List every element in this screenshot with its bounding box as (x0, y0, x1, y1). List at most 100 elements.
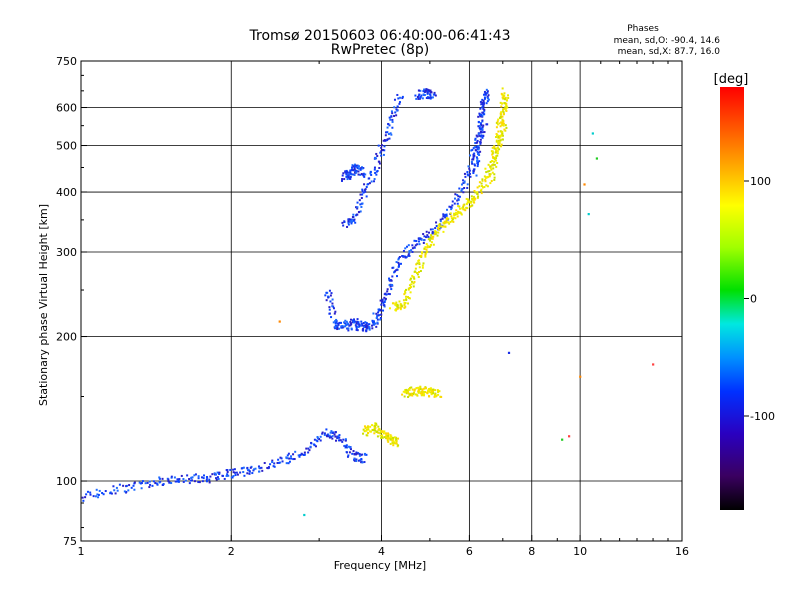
data-point (395, 442, 398, 445)
data-point (467, 199, 470, 202)
data-point (345, 451, 348, 454)
data-point (472, 153, 475, 156)
data-point (353, 166, 356, 169)
data-point (480, 182, 483, 185)
data-point (377, 425, 380, 428)
data-point (125, 490, 128, 493)
data-point (393, 270, 396, 273)
data-point (365, 326, 368, 329)
data-point (271, 461, 274, 464)
data-point (279, 461, 282, 464)
data-point (346, 225, 349, 228)
data-point (383, 430, 386, 433)
data-point (428, 90, 431, 93)
data-point (328, 289, 331, 292)
data-point (369, 425, 372, 428)
data-point (450, 219, 453, 222)
data-point (442, 225, 445, 228)
data-point (354, 320, 357, 323)
data-point (450, 208, 453, 211)
data-point (429, 89, 432, 92)
data-point (355, 451, 358, 454)
data-point (109, 492, 112, 495)
data-point (347, 329, 350, 332)
data-point (504, 129, 507, 132)
data-point (97, 496, 100, 499)
data-point (505, 126, 508, 129)
data-point (489, 166, 492, 169)
data-point (420, 254, 423, 257)
data-point (428, 231, 431, 234)
data-point (481, 131, 484, 134)
data-point (356, 201, 359, 204)
data-point (469, 201, 472, 204)
data-point (144, 482, 147, 485)
data-point (411, 394, 414, 397)
data-point (382, 304, 385, 307)
data-point (349, 169, 352, 172)
data-point (496, 152, 499, 155)
data-point (487, 98, 490, 101)
data-point (379, 318, 382, 321)
data-point (412, 282, 415, 285)
data-point (421, 390, 424, 393)
data-point (362, 172, 365, 175)
data-point (351, 164, 354, 167)
data-point (501, 119, 504, 122)
data-point (358, 459, 361, 462)
data-point (423, 93, 426, 96)
data-point (417, 276, 420, 279)
data-point (420, 392, 423, 395)
data-point (321, 431, 324, 434)
data-point (363, 425, 366, 428)
data-point (474, 191, 477, 194)
data-point (378, 162, 381, 165)
data-point (130, 486, 133, 489)
data-point (463, 208, 466, 211)
data-point (350, 222, 353, 225)
data-point (451, 218, 454, 221)
data-point (277, 461, 280, 464)
data-point (444, 213, 447, 216)
data-point (247, 468, 250, 471)
data-point (215, 477, 218, 480)
data-point (361, 324, 364, 327)
data-point (260, 466, 263, 469)
data-point (482, 124, 485, 127)
data-point (416, 262, 419, 265)
data-point (445, 217, 448, 220)
x-tick-label: 8 (528, 545, 535, 558)
data-point (365, 325, 368, 328)
data-point (396, 268, 399, 271)
data-point (441, 225, 444, 228)
data-point (404, 305, 407, 308)
data-point (435, 221, 438, 224)
data-point (355, 460, 358, 463)
data-point (470, 160, 473, 163)
data-point (348, 171, 351, 174)
data-point (407, 392, 410, 395)
data-point (340, 179, 343, 182)
data-point (225, 468, 228, 471)
data-point (180, 474, 183, 477)
data-point (396, 305, 399, 308)
data-point (345, 444, 348, 447)
data-point (155, 482, 158, 485)
data-point (385, 432, 388, 435)
data-point (345, 446, 348, 449)
data-point (491, 150, 494, 153)
data-point (418, 266, 421, 269)
data-point (429, 391, 432, 394)
data-point (337, 436, 340, 439)
data-point (360, 457, 363, 460)
data-point (470, 200, 473, 203)
data-point (430, 96, 433, 99)
data-point (367, 432, 370, 435)
data-point (349, 175, 352, 178)
data-point (405, 288, 408, 291)
data-point (96, 493, 99, 496)
data-point (146, 481, 149, 484)
data-point (481, 106, 484, 109)
data-point (387, 432, 390, 435)
data-point (483, 90, 486, 93)
